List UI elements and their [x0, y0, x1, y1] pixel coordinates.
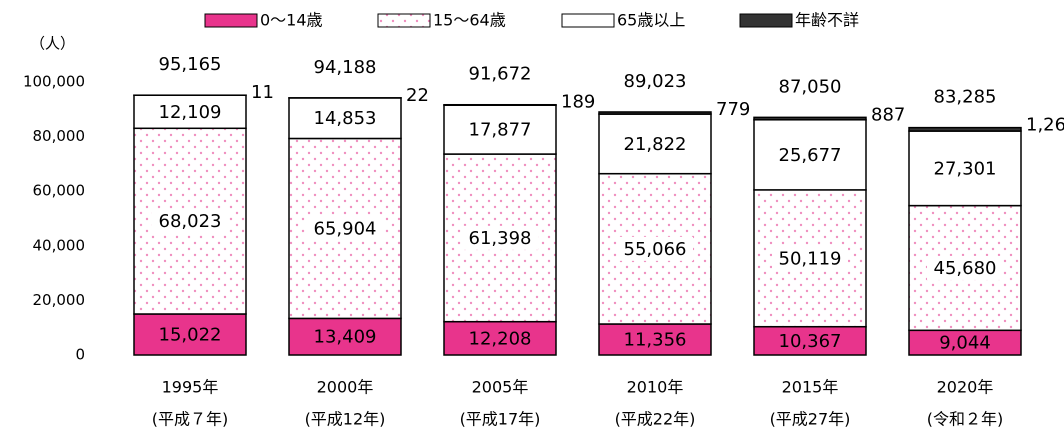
value-label: 11,356: [624, 329, 687, 350]
bar-segment: [908, 329, 1022, 356]
value-label: 55,066: [624, 239, 687, 260]
y-tick-label: 60,000: [33, 182, 86, 200]
value-label: 12,109: [159, 102, 222, 123]
legend-label: 年齢不詳: [795, 11, 859, 30]
x-tick-label: (平成12年): [305, 410, 386, 429]
value-label: 887: [871, 104, 905, 125]
value-label: 9,044: [939, 333, 991, 354]
bar-segment: [598, 113, 712, 175]
legend-swatch: [377, 13, 431, 28]
label-bg: [307, 216, 383, 241]
value-label: 65,904: [314, 218, 377, 239]
legend-label: 0～14歳: [260, 11, 323, 30]
value-label: 61,398: [469, 228, 532, 249]
legend-label: 15～64歳: [433, 11, 506, 30]
bar-segment: [598, 323, 712, 356]
y-tick-label: 20,000: [33, 291, 86, 309]
x-tick-label: 2000年: [317, 378, 374, 397]
total-label: 87,050: [779, 76, 842, 97]
total-label: 83,285: [934, 87, 997, 108]
value-label: 1,260: [1026, 115, 1064, 136]
value-label: 25,677: [779, 145, 842, 166]
bar-segment: [288, 317, 402, 356]
value-label: 21,822: [624, 134, 687, 155]
bar-segment: [753, 116, 867, 121]
legend-label: 65歳以上: [617, 11, 685, 30]
value-label: 189: [561, 92, 595, 113]
x-tick-label: 2010年: [627, 378, 684, 397]
value-label: 10,367: [779, 331, 842, 352]
bar-segment: [598, 111, 712, 115]
x-tick-label: (平成27年): [770, 410, 851, 429]
x-tick-label: (令和２年): [927, 410, 1004, 429]
x-tick-label: (平成７年): [152, 410, 229, 429]
bar-segment: [133, 94, 247, 130]
total-label: 95,165: [159, 54, 222, 75]
x-tick-label: 2015年: [782, 378, 839, 397]
bar-segment: [908, 130, 1022, 207]
y-tick-label: 0: [75, 346, 85, 364]
bar-segment: [443, 104, 557, 155]
label-bg: [772, 246, 848, 271]
x-tick-label: 2005年: [472, 378, 529, 397]
value-label: 15,022: [159, 324, 222, 345]
bar-segment: [443, 320, 557, 356]
y-axis-label: （人）: [30, 35, 75, 53]
y-tick-label: 80,000: [33, 127, 86, 145]
value-label: 11: [251, 82, 274, 103]
label-bg: [617, 236, 693, 261]
legend-swatch: [204, 13, 258, 28]
legend-swatch: [739, 13, 793, 28]
value-label: 68,023: [159, 211, 222, 232]
total-label: 91,672: [469, 64, 532, 85]
value-label: 50,119: [779, 248, 842, 269]
y-tick-label: 100,000: [23, 73, 85, 91]
y-tick-label: 40,000: [33, 236, 86, 254]
bar-segment: [133, 313, 247, 356]
x-tick-label: 2020年: [937, 378, 994, 397]
value-label: 27,301: [934, 158, 997, 179]
legend-swatch: [561, 13, 615, 28]
bar-segment: [443, 103, 557, 107]
value-label: 14,853: [314, 108, 377, 129]
label-bg: [152, 209, 228, 234]
value-label: 12,208: [469, 328, 532, 349]
x-tick-label: (平成22年): [615, 410, 696, 429]
bar-segment: [753, 325, 867, 356]
x-tick-label: (平成17年): [460, 410, 541, 429]
value-label: 22: [406, 85, 429, 106]
total-label: 89,023: [624, 71, 687, 92]
total-label: 94,188: [314, 57, 377, 78]
label-bg: [462, 225, 538, 250]
label-bg: [927, 255, 1003, 280]
bar-segment: [908, 126, 1022, 132]
value-label: 779: [716, 99, 750, 120]
x-tick-label: 1995年: [162, 378, 219, 397]
value-label: 45,680: [934, 258, 997, 279]
value-label: 13,409: [314, 327, 377, 348]
value-label: 17,877: [469, 120, 532, 141]
bar-segment: [288, 97, 402, 140]
